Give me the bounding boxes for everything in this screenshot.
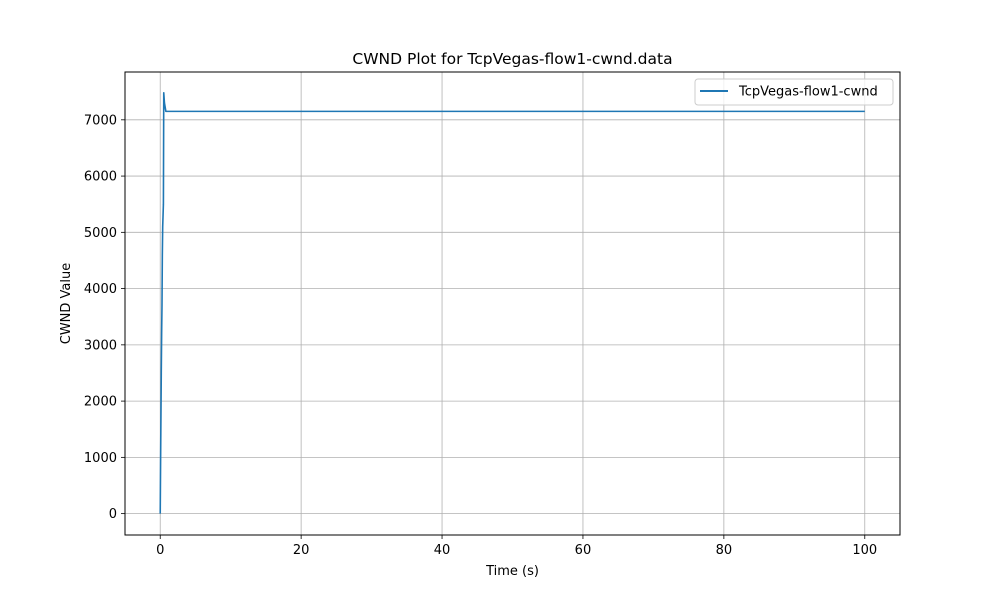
grid-lines (125, 72, 900, 535)
x-tick-label: 60 (575, 543, 592, 558)
legend-label: TcpVegas-flow1-cwnd (738, 85, 878, 100)
x-tick-label: 100 (852, 543, 877, 558)
y-axis-ticks: 0 1000 2000 3000 4000 5000 6000 7000 (84, 113, 125, 522)
x-axis-label: Time (s) (485, 564, 539, 579)
y-tick-label: 1000 (84, 451, 117, 466)
x-tick-label: 80 (716, 543, 733, 558)
y-axis-label: CWND Value (59, 263, 74, 345)
y-tick-label: 2000 (84, 395, 117, 410)
series-layer (159, 92, 865, 514)
y-tick-label: 0 (109, 507, 117, 522)
y-tick-label: 6000 (84, 170, 117, 185)
legend: TcpVegas-flow1-cwnd (694, 78, 894, 106)
plot-area-frame (124, 71, 901, 536)
y-tick-label: 5000 (84, 226, 117, 241)
x-tick-label: 0 (156, 543, 164, 558)
chart-title: CWND Plot for TcpVegas-flow1-cwnd.data (352, 50, 672, 68)
series-line (159, 92, 865, 514)
y-tick-label: 7000 (84, 113, 117, 128)
legend-box (694, 78, 894, 106)
x-axis-ticks: 0 20 40 60 80 100 (156, 535, 877, 558)
x-tick-label: 40 (434, 543, 451, 558)
y-tick-label: 4000 (84, 282, 117, 297)
x-tick-label: 20 (293, 543, 310, 558)
y-tick-label: 3000 (84, 338, 117, 353)
